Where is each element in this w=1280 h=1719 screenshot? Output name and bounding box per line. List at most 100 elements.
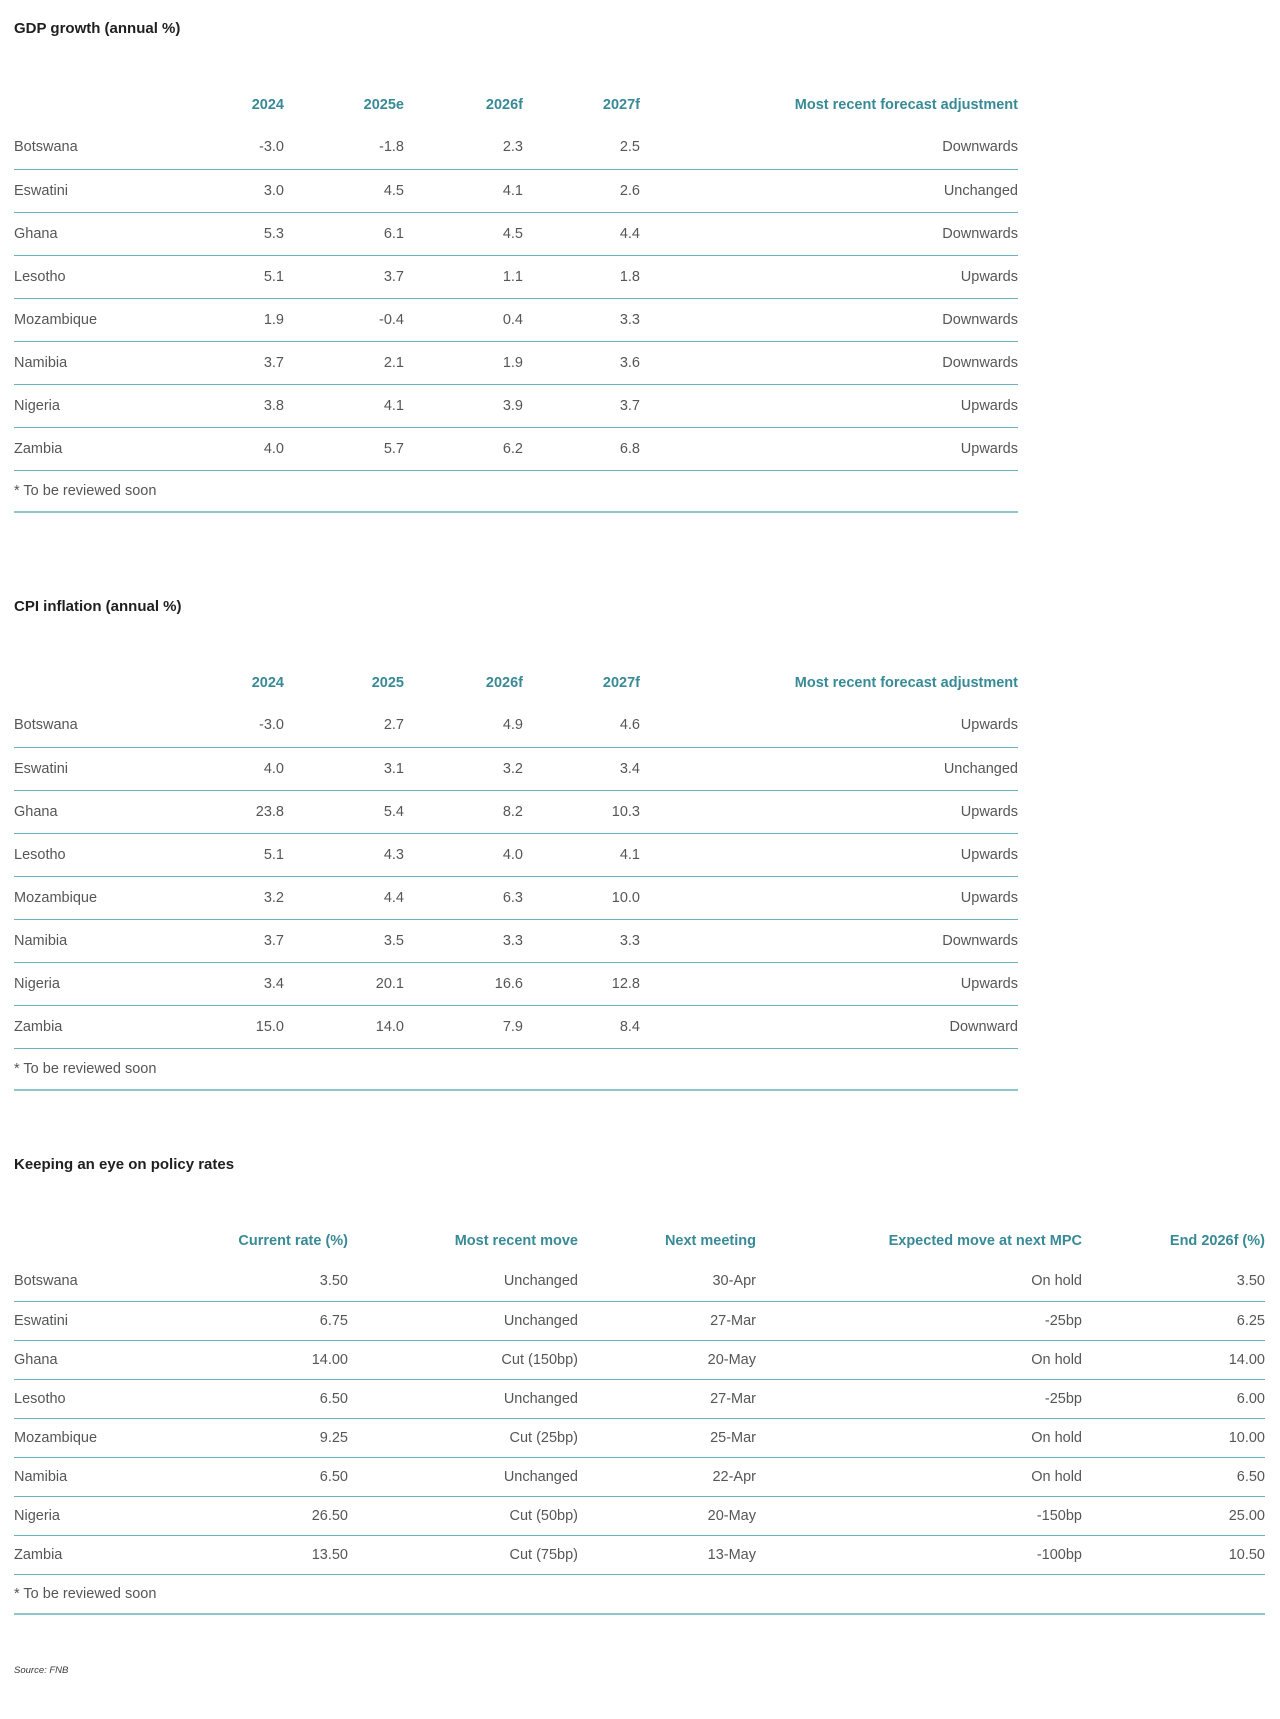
value-cell: 6.2: [404, 427, 523, 471]
table-row: Lesotho 5.1 3.7 1.1 1.8 Upwards: [14, 255, 1018, 299]
country-cell: Mozambique: [14, 876, 194, 920]
table-footnote: * To be reviewed soon: [14, 470, 1018, 513]
table-sections: GDP growth (annual %) 2024 2025e 2026f 2027f…: [14, 20, 1266, 1615]
value-cell: 5.3: [194, 212, 284, 256]
value-cell: Unchanged: [348, 1457, 578, 1497]
value-cell: 5.1: [194, 255, 284, 299]
value-cell: Cut (25bp): [348, 1418, 578, 1458]
value-cell: 4.1: [523, 833, 640, 877]
value-cell: 6.75: [174, 1301, 348, 1341]
country-cell: Botswana: [14, 126, 194, 170]
country-cell: Eswatini: [14, 1301, 174, 1341]
country-cell: Lesotho: [14, 833, 194, 877]
value-cell: -0.4: [284, 298, 404, 342]
table-row: Eswatini 6.75 Unchanged 27-Mar -25bp 6.25: [14, 1301, 1265, 1341]
adjustment-cell: Downward: [640, 1005, 1018, 1049]
value-cell: 3.50: [1082, 1262, 1265, 1302]
cpi-inflation-table: 2024 2025 2026f 2027f Most recent forecast a…: [14, 662, 1018, 1091]
adjustment-cell: Downwards: [640, 298, 1018, 342]
value-cell: 27-Mar: [578, 1379, 756, 1419]
table-row: Botswana -3.0 -1.8 2.3 2.5 Downwards: [14, 126, 1018, 170]
column-header: Most recent move: [454, 1233, 578, 1249]
value-cell: -25bp: [756, 1379, 1082, 1419]
table-footnote: * To be reviewed soon: [14, 1048, 1018, 1091]
value-cell: 5.7: [284, 427, 404, 471]
country-cell: Lesotho: [14, 255, 194, 299]
adjustment-cell: Upwards: [640, 255, 1018, 299]
value-cell: 3.7: [194, 919, 284, 963]
column-header: 2026f: [485, 97, 523, 113]
column-header: Expected move at next MPC: [888, 1233, 1082, 1249]
value-cell: 4.5: [404, 212, 523, 256]
value-cell: 5.4: [284, 790, 404, 834]
adjustment-cell: Upwards: [640, 704, 1018, 748]
column-header: 2027f: [602, 675, 640, 691]
footnote-row: * To be reviewed soon: [14, 1574, 1265, 1615]
table-row: Lesotho 5.1 4.3 4.0 4.1 Upwards: [14, 833, 1018, 877]
value-cell: 14.00: [174, 1340, 348, 1380]
adjustment-cell: Upwards: [640, 876, 1018, 920]
table-row: Ghana 23.8 5.4 8.2 10.3 Upwards: [14, 790, 1018, 834]
table-row: Nigeria 3.4 20.1 16.6 12.8 Upwards: [14, 962, 1018, 1006]
value-cell: 2.7: [284, 704, 404, 748]
value-cell: 12.8: [523, 962, 640, 1006]
section-gdp-growth: GDP growth (annual %) 2024 2025e 2026f 2027f…: [14, 20, 1266, 513]
value-cell: 6.8: [523, 427, 640, 471]
value-cell: 2.5: [523, 126, 640, 170]
table-row: Eswatini 3.0 4.5 4.1 2.6 Unchanged: [14, 169, 1018, 213]
table-row: Zambia 15.0 14.0 7.9 8.4 Downward: [14, 1005, 1018, 1049]
table-row: Nigeria 26.50 Cut (50bp) 20-May -150bp 25.00: [14, 1496, 1265, 1536]
country-cell: Eswatini: [14, 747, 194, 791]
country-cell: Ghana: [14, 790, 194, 834]
value-cell: -150bp: [756, 1496, 1082, 1536]
column-header: Current rate (%): [238, 1233, 348, 1249]
value-cell: 3.7: [284, 255, 404, 299]
section-title-gdp-growth: GDP growth (annual %): [14, 20, 181, 37]
value-cell: 14.0: [284, 1005, 404, 1049]
country-cell: Zambia: [14, 1005, 194, 1049]
header-row: 2024 2025 2026f 2027f Most recent forecast a…: [14, 662, 1018, 704]
adjustment-cell: Upwards: [640, 790, 1018, 834]
value-cell: 8.2: [404, 790, 523, 834]
value-cell: 10.3: [523, 790, 640, 834]
value-cell: 6.25: [1082, 1301, 1265, 1341]
column-header: 2027f: [602, 97, 640, 113]
gdp-growth-table: 2024 2025e 2026f 2027f Most recent forecast …: [14, 84, 1018, 513]
table-row: Mozambique 9.25 Cut (25bp) 25-Mar On hold 10.…: [14, 1418, 1265, 1458]
value-cell: Unchanged: [348, 1262, 578, 1302]
table-row: Namibia 3.7 3.5 3.3 3.3 Downwards: [14, 919, 1018, 963]
header-row: 2024 2025e 2026f 2027f Most recent forecast …: [14, 84, 1018, 126]
policy-rates-table: Current rate (%) Most recent move Next mee…: [14, 1220, 1265, 1615]
adjustment-cell: Downwards: [640, 212, 1018, 256]
adjustment-cell: Unchanged: [640, 169, 1018, 213]
value-cell: 7.9: [404, 1005, 523, 1049]
value-cell: Cut (50bp): [348, 1496, 578, 1536]
value-cell: 4.3: [284, 833, 404, 877]
value-cell: 10.50: [1082, 1535, 1265, 1575]
value-cell: 13.50: [174, 1535, 348, 1575]
value-cell: 22-Apr: [578, 1457, 756, 1497]
source-note: Source: FNB: [14, 1665, 69, 1676]
country-cell: Nigeria: [14, 384, 194, 428]
table-row: Eswatini 4.0 3.1 3.2 3.4 Unchanged: [14, 747, 1018, 791]
value-cell: 16.6: [404, 962, 523, 1006]
value-cell: 3.2: [404, 747, 523, 791]
adjustment-cell: Downwards: [640, 126, 1018, 170]
value-cell: Unchanged: [348, 1379, 578, 1419]
footnote-row: * To be reviewed soon: [14, 470, 1018, 513]
value-cell: On hold: [756, 1418, 1082, 1458]
adjustment-cell: Downwards: [640, 919, 1018, 963]
column-header: Most recent forecast adjustment: [794, 675, 1018, 691]
value-cell: Cut (75bp): [348, 1535, 578, 1575]
forecast-report-page: GDP growth (annual %) 2024 2025e 2026f 2027f…: [14, 20, 1266, 1676]
country-cell: Mozambique: [14, 1418, 174, 1458]
value-cell: 6.50: [1082, 1457, 1265, 1497]
value-cell: 4.1: [404, 169, 523, 213]
value-cell: 15.0: [194, 1005, 284, 1049]
column-header: Most recent forecast adjustment: [794, 97, 1018, 113]
adjustment-cell: Unchanged: [640, 747, 1018, 791]
column-header: 2024: [251, 675, 284, 691]
value-cell: 3.7: [523, 384, 640, 428]
value-cell: 4.9: [404, 704, 523, 748]
column-header: 2025e: [363, 97, 404, 113]
